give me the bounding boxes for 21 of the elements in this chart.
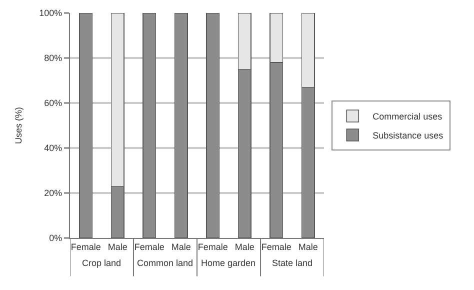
x-tick-label: Male — [108, 242, 128, 252]
x-tick-label: Female — [70, 242, 101, 252]
x-tick-label: Female — [134, 242, 164, 252]
y-tick-label: 60% — [44, 98, 62, 108]
text: Crop land — [82, 258, 122, 268]
legend-label: Commercial uses — [372, 112, 443, 122]
y-tick-label: 100% — [39, 8, 62, 18]
y-tick-label: 40% — [44, 143, 62, 154]
y-tick-label: 80% — [44, 53, 62, 64]
x-tick-label: Male — [171, 242, 191, 252]
y-tick-label: 0% — [49, 233, 62, 244]
y-axis-title: Uses (%) — [14, 106, 24, 144]
x-tick-label: Male — [298, 242, 318, 252]
y-tick-label: 20% — [44, 188, 62, 198]
x-tick-label: Female — [261, 242, 292, 252]
x-tick-label: Female — [198, 242, 228, 252]
x-tick-label: Male — [234, 242, 254, 252]
text: Home garden — [201, 258, 256, 268]
text: State land — [272, 258, 313, 268]
legend-label: Subsistance uses — [372, 130, 444, 141]
text: Common land — [137, 258, 194, 268]
